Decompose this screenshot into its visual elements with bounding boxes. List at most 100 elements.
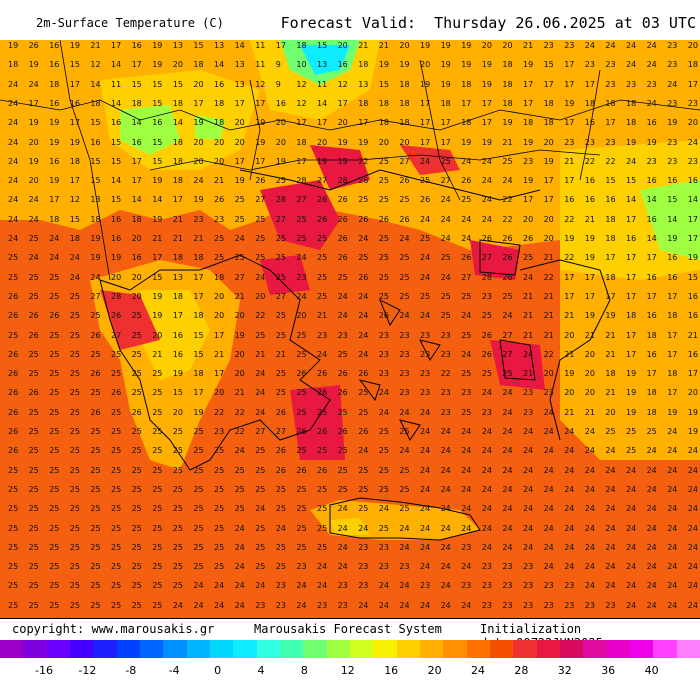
grid-value: 26 xyxy=(8,291,19,301)
grid-value: 25 xyxy=(8,600,19,610)
grid-value: 17 xyxy=(420,137,431,147)
grid-value: 25 xyxy=(111,446,122,456)
grid-value: 23 xyxy=(440,407,451,417)
grid-value: 20 xyxy=(275,137,286,147)
grid-value: 25 xyxy=(399,272,410,282)
grid-value: 17 xyxy=(564,118,575,128)
grid-value: 24 xyxy=(626,465,637,475)
grid-value: 25 xyxy=(8,562,19,572)
grid-value: 21 xyxy=(234,388,245,398)
grid-value: 24 xyxy=(420,446,431,456)
grid-value: 15 xyxy=(152,272,163,282)
grid-value: 15 xyxy=(69,60,80,70)
grid-value: 25 xyxy=(8,253,19,263)
grid-value: 23 xyxy=(420,349,431,359)
grid-value: 24 xyxy=(543,427,554,436)
grid-value: 19 xyxy=(667,407,678,417)
grid-value: 24 xyxy=(8,156,19,166)
grid-value: 25 xyxy=(378,176,389,186)
color-swatch xyxy=(139,640,164,658)
color-swatch xyxy=(489,640,514,658)
grid-value: 25 xyxy=(28,349,39,359)
grid-value: 17 xyxy=(193,388,204,398)
grid-value: 18 xyxy=(605,369,616,379)
grid-value: 21 xyxy=(172,214,183,224)
grid-value: 25 xyxy=(69,291,80,301)
grid-value: 20 xyxy=(193,156,204,166)
grid-value: 25 xyxy=(69,330,80,340)
grid-value: 24 xyxy=(420,523,431,533)
grid-value: 20 xyxy=(399,137,410,147)
grid-value: 23 xyxy=(523,388,534,398)
grid-value: 25 xyxy=(28,465,39,475)
color-swatch xyxy=(349,640,374,658)
grid-value: 25 xyxy=(234,214,245,224)
grid-value: 23 xyxy=(646,156,657,166)
grid-value: 23 xyxy=(399,369,410,379)
grid-value: 25 xyxy=(152,407,163,417)
grid-value: 25 xyxy=(193,562,204,572)
grid-value: 26 xyxy=(337,214,348,224)
grid-value: 24 xyxy=(605,581,616,591)
grid-value: 26 xyxy=(337,369,348,379)
grid-value: 24 xyxy=(378,581,389,591)
grid-value: 25 xyxy=(193,504,204,514)
grid-value: 24 xyxy=(317,562,328,572)
grid-value: 23 xyxy=(605,600,616,610)
crete-mountain-region xyxy=(330,518,370,535)
header-bar: 2m-Surface Temperature (C) Forecast Vali… xyxy=(0,0,700,40)
grid-value: 24 xyxy=(440,195,451,205)
grid-value: 24 xyxy=(543,562,554,572)
grid-value: 26 xyxy=(358,272,369,282)
grid-value: 25 xyxy=(275,504,286,514)
grid-value: 15 xyxy=(193,349,204,359)
grid-value: 24 xyxy=(626,504,637,514)
grid-value: 24 xyxy=(193,600,204,610)
grid-value: 21 xyxy=(317,311,328,321)
grid-value: 11 xyxy=(111,79,122,89)
grid-value: 24 xyxy=(646,41,657,50)
grid-value: 26 xyxy=(358,427,369,436)
grid-value: 24 xyxy=(420,253,431,263)
grid-value: 24 xyxy=(440,542,451,552)
grid-value: 21 xyxy=(564,407,575,417)
grid-value: 26 xyxy=(317,427,328,436)
grid-value: 25 xyxy=(28,484,39,494)
grid-value: 24 xyxy=(605,446,616,456)
grid-value: 24 xyxy=(584,41,595,50)
grid-value: 25 xyxy=(49,581,60,591)
color-swatch xyxy=(69,640,94,658)
grid-value: 25 xyxy=(131,600,142,610)
grid-value: 20 xyxy=(214,388,225,398)
grid-value: 25 xyxy=(69,484,80,494)
color-scale-tick: 16 xyxy=(384,664,399,677)
grid-value: 25 xyxy=(131,542,142,552)
color-swatch xyxy=(23,640,47,658)
grid-value: 26 xyxy=(317,369,328,379)
grid-value: 18 xyxy=(502,79,513,89)
grid-value: 24 xyxy=(255,504,266,514)
grid-value: 25 xyxy=(28,523,39,533)
grid-value: 18 xyxy=(605,234,616,243)
map-title: 2m-Surface Temperature (C) xyxy=(36,16,224,30)
grid-value: 19 xyxy=(481,79,492,89)
grid-value: 23 xyxy=(461,581,472,591)
copyright-label: copyright: www.marousakis.gr xyxy=(12,622,215,636)
grid-value: 25 xyxy=(8,581,19,591)
grid-value: 16 xyxy=(626,234,637,243)
grid-value: 25 xyxy=(152,504,163,514)
grid-value: 25 xyxy=(646,427,657,436)
grid-value: 23 xyxy=(626,79,637,89)
grid-value: 25 xyxy=(255,446,266,456)
grid-value: 25 xyxy=(172,504,183,514)
color-swatch xyxy=(279,640,304,658)
grid-value: 25 xyxy=(626,446,637,456)
grid-value: 24 xyxy=(543,523,554,533)
grid-value: 20 xyxy=(481,41,492,50)
grid-value: 24 xyxy=(378,600,389,610)
grid-value: 23 xyxy=(502,562,513,572)
grid-value: 20 xyxy=(214,291,225,301)
grid-value: 24 xyxy=(8,195,19,205)
grid-value: 25 xyxy=(378,427,389,436)
grid-value: 24 xyxy=(399,234,410,243)
